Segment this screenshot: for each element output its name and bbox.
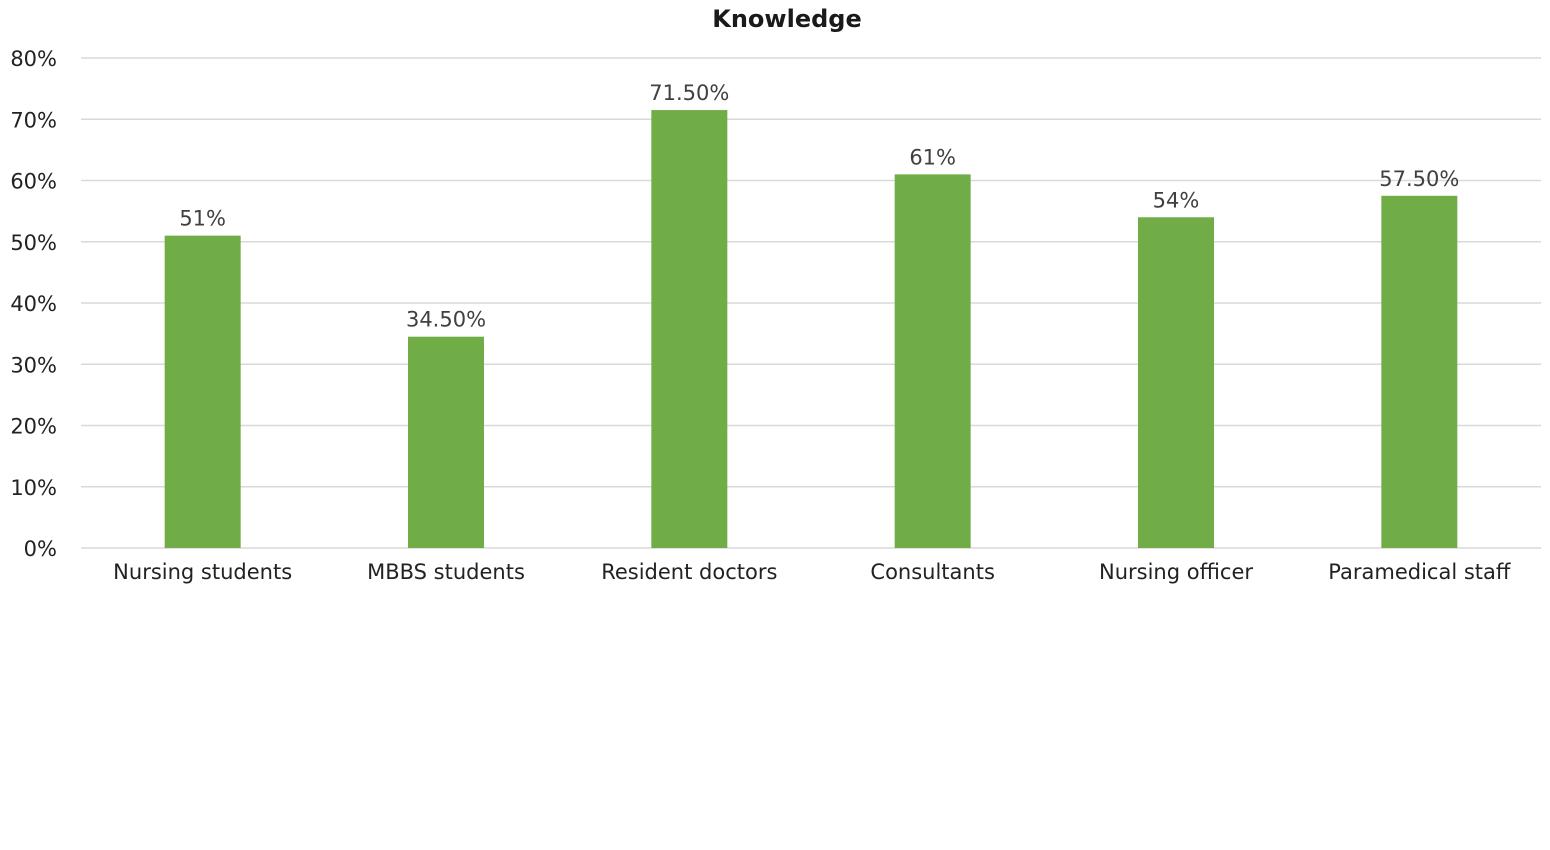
data-label: 51% (179, 207, 226, 231)
x-category-label: Nursing students (113, 560, 292, 584)
y-tick-label: 60% (10, 170, 57, 194)
bar (1138, 217, 1214, 548)
y-tick-label: 30% (10, 353, 57, 377)
x-category-label: MBBS students (367, 560, 525, 584)
y-tick-label: 70% (10, 108, 57, 132)
x-axis-categories: Nursing students MBBS students Resident do… (113, 560, 1511, 584)
y-tick-label: 20% (10, 415, 57, 439)
data-label: 71.50% (649, 81, 729, 105)
y-tick-label: 80% (10, 47, 57, 71)
x-category-label: Resident doctors (601, 560, 777, 584)
bar (1381, 195, 1458, 548)
gridlines (81, 57, 1541, 549)
y-axis-ticks: 0% 10% 20% 30% 40% 50% 60% 70% 80% (10, 47, 57, 561)
y-tick-label: 50% (10, 231, 57, 255)
data-labels: 51% 34.50% 71.50% 61% 54% 57.50% (179, 81, 1459, 332)
y-tick-label: 0% (24, 537, 57, 561)
y-tick-label: 10% (10, 476, 57, 500)
x-category-label: Paramedical staff (1328, 560, 1511, 584)
bar (894, 174, 971, 548)
data-label: 34.50% (406, 308, 486, 332)
data-label: 57.50% (1379, 167, 1459, 191)
data-label: 54% (1153, 188, 1200, 212)
bars (164, 110, 1458, 548)
bar (408, 336, 484, 548)
chart-title: Knowledge (712, 5, 861, 33)
bar (164, 235, 241, 548)
x-category-label: Consultants (870, 560, 995, 584)
x-category-label: Nursing officer (1099, 560, 1253, 584)
data-label: 61% (909, 145, 956, 169)
y-tick-label: 40% (10, 292, 57, 316)
bar (651, 110, 728, 548)
